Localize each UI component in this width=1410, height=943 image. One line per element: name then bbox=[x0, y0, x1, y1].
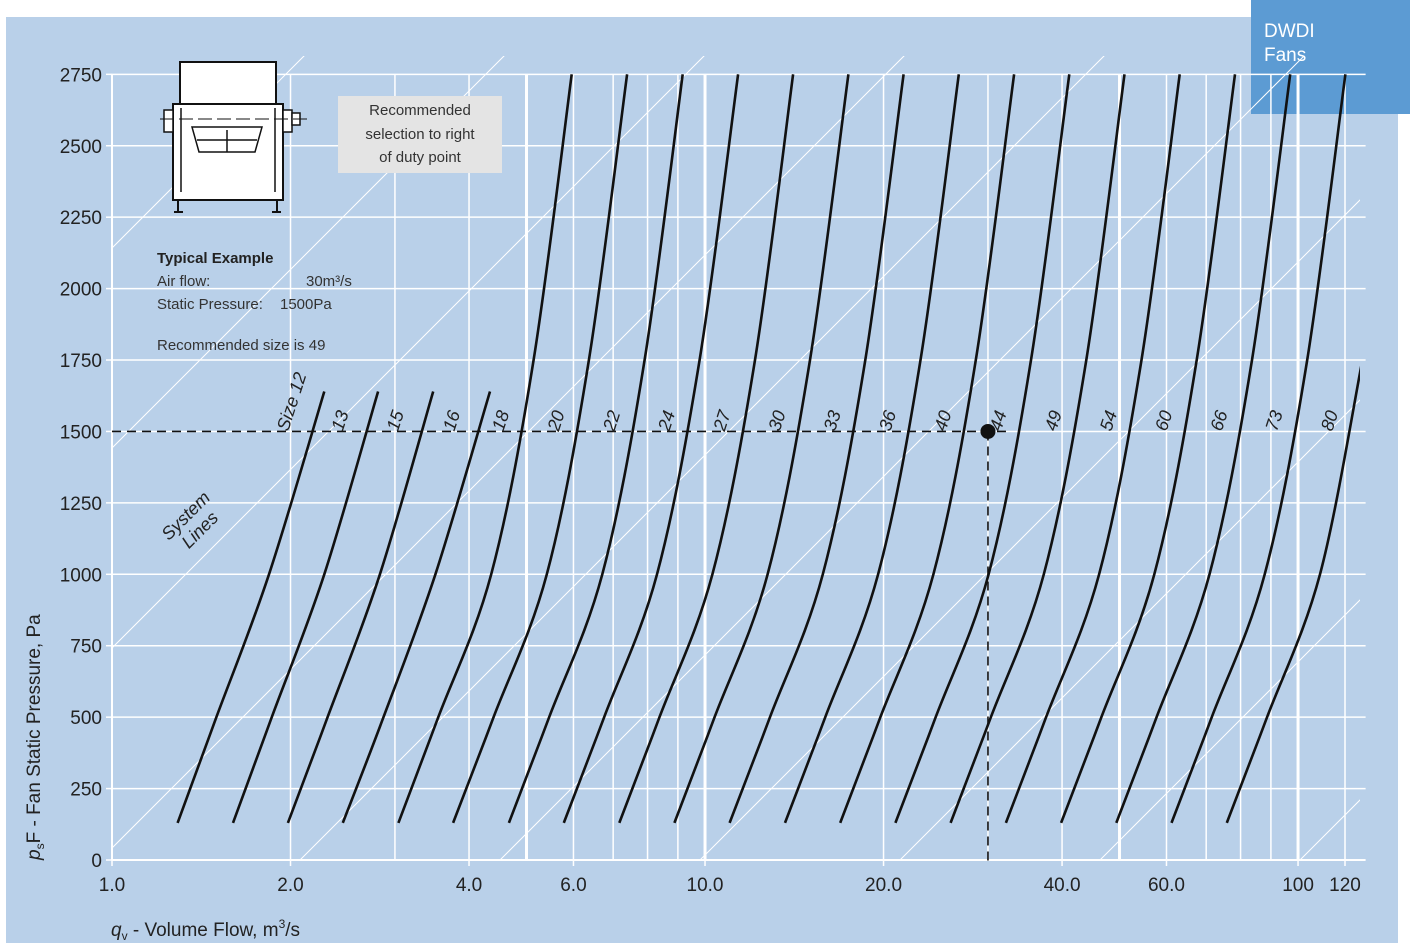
x-tick-label: 40.0 bbox=[1044, 875, 1081, 896]
brand-line-1: DWDI bbox=[1264, 21, 1315, 42]
example-pressure-value: 1500Pa bbox=[280, 296, 332, 313]
x-tick-labels: 1.0 2.0 4.0 6.0 10.0 20.0 40.0 60.0 100 120 bbox=[99, 860, 1361, 896]
example-air-value: 30m³/s bbox=[306, 273, 352, 290]
fan-curve bbox=[673, 74, 850, 824]
y-tick-label: 250 bbox=[70, 780, 102, 801]
fan-curve bbox=[1004, 74, 1181, 824]
y-tick-label: 1000 bbox=[60, 565, 102, 586]
example-title: Typical Example bbox=[157, 250, 273, 267]
y-tick-label: 2750 bbox=[60, 65, 102, 86]
fan-curve bbox=[728, 74, 905, 824]
y-tick-label: 2500 bbox=[60, 137, 102, 158]
fan-curve bbox=[341, 391, 492, 824]
system-line bbox=[899, 399, 1360, 860]
fan-curve bbox=[1115, 74, 1292, 824]
system-lines-label: System Lines bbox=[157, 487, 222, 552]
fan-curve bbox=[949, 74, 1126, 824]
size-label: 15 bbox=[383, 407, 409, 433]
fan-curve bbox=[1059, 74, 1237, 824]
recommend-note-box bbox=[338, 96, 502, 173]
fan-curve bbox=[286, 391, 435, 824]
y-tick-label: 1500 bbox=[60, 422, 102, 443]
size-label: 16 bbox=[439, 407, 465, 433]
size-label: 66 bbox=[1206, 407, 1232, 433]
duty-point-guides bbox=[112, 423, 1006, 866]
fan-curve bbox=[231, 391, 380, 824]
x-tick-label: 6.0 bbox=[560, 875, 586, 896]
system-line bbox=[299, 56, 1105, 860]
size-label: 36 bbox=[875, 407, 901, 433]
system-line bbox=[112, 56, 905, 849]
size-label: 18 bbox=[488, 408, 513, 433]
fan-illustration-icon bbox=[160, 61, 310, 213]
size-label: 24 bbox=[654, 408, 680, 434]
system-line bbox=[1099, 599, 1360, 860]
y-axis-title: psF - Fan Static Pressure, Pa bbox=[24, 614, 47, 861]
example-result: Recommended size is 49 bbox=[157, 337, 325, 354]
recommend-line-1: Recommended bbox=[369, 102, 471, 119]
y-tick-label: 1750 bbox=[60, 351, 102, 372]
size-label: 73 bbox=[1262, 408, 1287, 433]
size-label: 22 bbox=[599, 408, 625, 434]
size-label: 80 bbox=[1317, 408, 1342, 433]
y-tick-label: 1250 bbox=[60, 494, 102, 515]
x-tick-label: 2.0 bbox=[277, 875, 303, 896]
size-label: 27 bbox=[709, 407, 735, 434]
fan-curve bbox=[562, 74, 740, 824]
fan-curve bbox=[1225, 365, 1360, 824]
x-tick-label: 1.0 bbox=[99, 875, 125, 896]
fan-curve bbox=[783, 74, 961, 824]
size-label: 30 bbox=[764, 408, 789, 433]
grid bbox=[111, 73, 1366, 861]
x-axis-title: qv - Volume Flow, m3/s bbox=[111, 917, 300, 943]
fan-curve bbox=[176, 391, 326, 824]
y-tick-label: 500 bbox=[70, 708, 102, 729]
x-tick-label: 120 bbox=[1329, 875, 1361, 896]
size-label: 40 bbox=[930, 408, 955, 433]
system-line bbox=[499, 56, 1305, 860]
fan-curve bbox=[397, 74, 573, 824]
y-tick-labels: 0 250 500 750 1000 1250 1500 1750 2000 2250 2500 27… bbox=[60, 65, 112, 872]
system-line bbox=[112, 56, 705, 649]
size-label: 33 bbox=[820, 408, 845, 433]
x-tick-label: 10.0 bbox=[687, 875, 724, 896]
size-label: 20 bbox=[543, 408, 569, 434]
system-line bbox=[699, 199, 1360, 860]
example-air-label: Air flow: bbox=[157, 273, 210, 290]
example-pressure-label: Static Pressure: bbox=[157, 296, 263, 313]
duty-point-marker bbox=[980, 423, 996, 439]
size-label: 54 bbox=[1096, 408, 1121, 433]
size-label: Size 12 bbox=[273, 370, 311, 433]
x-tick-label: 20.0 bbox=[865, 875, 902, 896]
brand-line-2: Fans bbox=[1264, 45, 1307, 66]
fan-curve bbox=[451, 74, 629, 824]
fan-curve bbox=[894, 74, 1071, 824]
brand-badge: DWDI Fans bbox=[1251, 0, 1410, 114]
x-tick-label: 4.0 bbox=[456, 875, 482, 896]
y-tick-label: 2250 bbox=[60, 208, 102, 229]
x-tick-label: 60.0 bbox=[1148, 875, 1185, 896]
fan-curve bbox=[838, 74, 1016, 824]
fan-curves bbox=[176, 74, 1360, 824]
fan-curve bbox=[618, 74, 795, 824]
y-tick-label: 750 bbox=[70, 637, 102, 658]
size-label: 60 bbox=[1151, 408, 1176, 433]
recommend-line-3: of duty point bbox=[379, 149, 462, 166]
y-tick-label: 0 bbox=[91, 851, 102, 872]
recommend-line-2: selection to right bbox=[365, 126, 475, 143]
x-tick-label: 100 bbox=[1282, 875, 1314, 896]
fan-curve bbox=[1170, 74, 1347, 824]
y-tick-label: 2000 bbox=[60, 280, 102, 301]
fan-curve bbox=[507, 74, 684, 824]
